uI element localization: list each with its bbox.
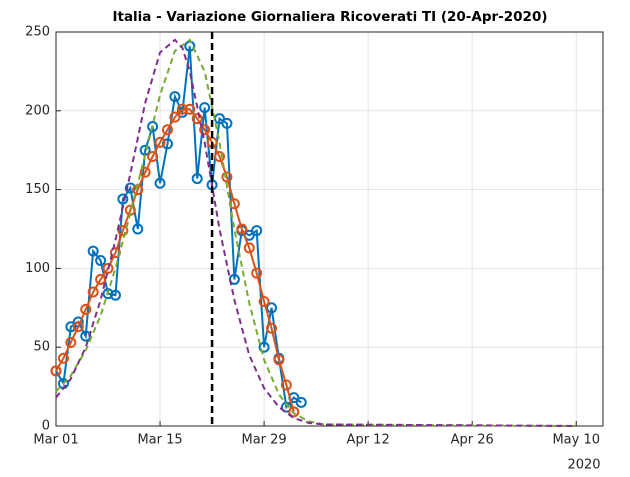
series-marker: [221, 171, 233, 183]
x-tick-label: May 10: [552, 433, 600, 448]
series-line: [55, 38, 577, 427]
series-marker: [169, 91, 181, 103]
series-marker: [132, 223, 144, 235]
series-marker: [72, 321, 84, 333]
series-marker: [147, 151, 159, 163]
series-marker: [191, 113, 203, 125]
series-marker: [139, 166, 151, 178]
series-marker: [50, 365, 62, 377]
series-marker: [280, 379, 292, 391]
plot-frame: [55, 31, 604, 427]
series-marker: [214, 151, 226, 163]
series-marker: [236, 223, 248, 235]
series-marker: [273, 354, 285, 366]
series-marker: [117, 193, 129, 205]
series-marker: [266, 322, 278, 334]
y-tick-label: 50: [33, 340, 50, 355]
y-tick-label: 100: [25, 261, 50, 276]
series-marker: [147, 121, 159, 133]
series-marker: [87, 286, 99, 298]
series-marker: [124, 182, 136, 194]
series-marker: [65, 336, 77, 348]
series-marker: [199, 102, 211, 114]
x-tick-label: Apr 12: [347, 433, 390, 448]
series-marker: [161, 138, 173, 150]
series-marker: [161, 124, 173, 136]
series-marker: [184, 103, 196, 115]
series-marker: [102, 288, 114, 300]
series-marker: [169, 111, 181, 123]
series-marker: [65, 321, 77, 333]
x-tick-label: Mar 29: [241, 433, 286, 448]
series-marker: [221, 117, 233, 129]
x-tick-label: Mar 01: [33, 433, 78, 448]
series-marker: [295, 396, 307, 408]
x-tick-label: Mar 15: [137, 433, 182, 448]
series-marker: [266, 302, 278, 314]
series-marker: [288, 406, 300, 418]
y-tick-label: 250: [25, 25, 50, 40]
series-marker: [154, 136, 166, 148]
series-marker: [191, 173, 203, 185]
series-marker: [199, 124, 211, 136]
y-tick-label: 0: [42, 419, 50, 434]
series-marker: [258, 341, 270, 353]
chart-title: Italia - Variazione Giornaliera Ricovera…: [112, 9, 547, 25]
series-marker: [251, 225, 263, 237]
x-year-label: 2020: [567, 458, 600, 473]
series-marker: [176, 103, 188, 115]
series-marker: [102, 262, 114, 274]
series-marker: [251, 267, 263, 279]
series-marker: [154, 177, 166, 189]
series-marker: [80, 303, 92, 315]
y-tick-label: 150: [25, 182, 50, 197]
series-marker: [258, 295, 270, 307]
series-marker: [109, 289, 121, 301]
x-tick-label: Apr 26: [451, 433, 494, 448]
series-marker: [87, 245, 99, 257]
series-marker: [95, 273, 107, 285]
series-marker: [95, 255, 107, 267]
series-marker: [57, 352, 69, 364]
y-tick-label: 200: [25, 103, 50, 118]
series-marker: [243, 242, 255, 254]
